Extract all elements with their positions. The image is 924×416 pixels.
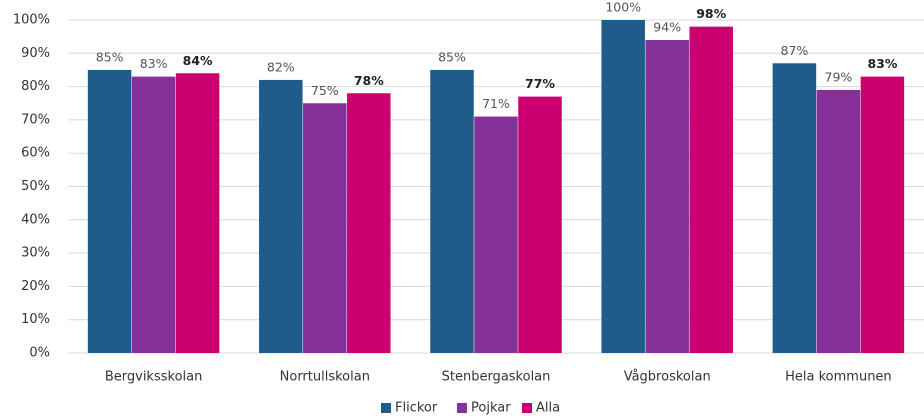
value-label: 98% [696, 6, 726, 21]
x-tick-label: Bergviksskolan [105, 370, 203, 385]
bar [860, 76, 905, 354]
bar [87, 69, 132, 353]
bar [816, 89, 861, 354]
legend-label: Flickor [395, 401, 438, 416]
value-label: 83% [867, 56, 897, 71]
value-label: 79% [825, 69, 853, 84]
y-tick-label: 60% [21, 146, 50, 161]
x-tick-label: Stenbergaskolan [442, 370, 551, 385]
legend-label: Alla [536, 401, 560, 416]
value-label: 77% [525, 76, 555, 91]
bar [175, 73, 220, 353]
y-tick-label: 80% [21, 79, 50, 94]
bar [518, 96, 562, 353]
y-tick-label: 0% [29, 346, 50, 361]
x-tick-label: Vågbroskolan [624, 370, 711, 385]
y-tick-label: 50% [21, 179, 50, 194]
value-label: 94% [653, 19, 681, 34]
value-label: 78% [354, 73, 384, 88]
value-label: 71% [482, 96, 510, 111]
legend-swatch [381, 403, 391, 413]
bar [474, 116, 518, 353]
legend-swatch [457, 403, 467, 413]
bar [689, 26, 733, 353]
bar [601, 20, 645, 353]
x-tick-label: Norrtullskolan [280, 370, 370, 385]
bar [430, 69, 474, 353]
bar [259, 79, 303, 353]
y-tick-label: 20% [21, 279, 50, 294]
value-label: 84% [183, 53, 213, 68]
value-label: 75% [311, 83, 339, 98]
value-label: 87% [781, 43, 809, 58]
bar [303, 103, 347, 353]
bar [772, 63, 817, 353]
y-tick-label: 40% [21, 212, 50, 227]
value-label: 85% [96, 49, 124, 64]
legend-swatch [522, 403, 532, 413]
y-tick-label: 100% [13, 13, 50, 28]
legend-label: Pojkar [471, 401, 511, 416]
value-label: 85% [438, 49, 466, 64]
x-tick-label: Hela kommunen [785, 370, 892, 385]
bar [131, 76, 176, 354]
y-tick-label: 10% [21, 312, 50, 327]
bar [347, 93, 391, 353]
value-label: 100% [605, 0, 641, 15]
value-label: 83% [140, 56, 168, 71]
y-tick-label: 90% [21, 46, 50, 61]
value-label: 82% [267, 59, 295, 74]
y-tick-label: 70% [21, 112, 50, 127]
bar [645, 39, 689, 353]
y-tick-label: 30% [21, 246, 50, 261]
